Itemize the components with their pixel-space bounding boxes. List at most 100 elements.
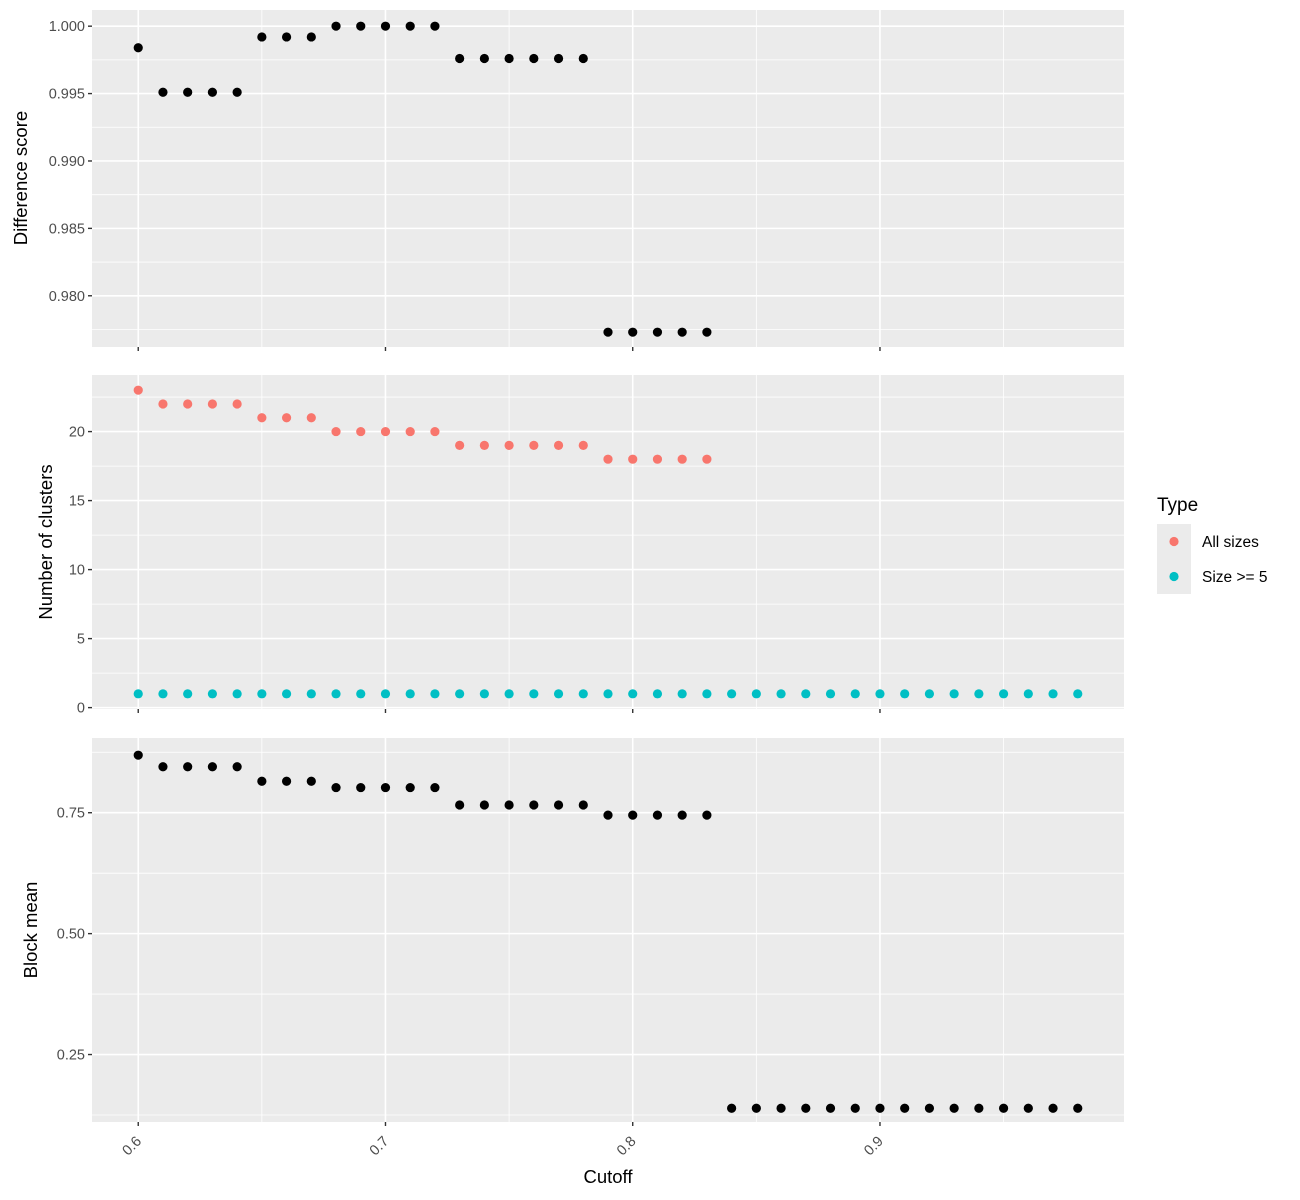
series-0 bbox=[133, 21, 712, 337]
chart-panels: 0.980 0.985 0.990 0.995 1.000 Difference scor… bbox=[10, 10, 1124, 1126]
data-point bbox=[257, 32, 267, 42]
data-point bbox=[702, 327, 712, 337]
data-point bbox=[158, 762, 168, 772]
data-point bbox=[405, 21, 415, 31]
legend-item: All sizes bbox=[1157, 524, 1259, 559]
data-point bbox=[529, 689, 539, 699]
data-point bbox=[628, 454, 638, 464]
data-point bbox=[133, 43, 143, 53]
data-point bbox=[331, 689, 341, 699]
data-point bbox=[949, 689, 959, 699]
legend-marker bbox=[1169, 571, 1179, 582]
x-tick-label: 0.6 bbox=[119, 1134, 145, 1160]
data-point bbox=[553, 800, 564, 810]
data-point bbox=[628, 810, 638, 820]
data-point bbox=[1073, 1103, 1083, 1113]
y-axis-title: Difference score bbox=[10, 111, 31, 245]
data-point bbox=[603, 327, 613, 337]
data-point bbox=[578, 800, 588, 810]
data-point bbox=[776, 1103, 786, 1113]
data-point bbox=[455, 689, 465, 699]
data-point bbox=[183, 399, 193, 409]
data-point bbox=[405, 782, 415, 793]
data-point bbox=[133, 385, 143, 395]
data-point bbox=[257, 689, 267, 699]
data-point bbox=[1023, 1103, 1033, 1113]
data-point bbox=[702, 689, 712, 699]
y-tick-label: 15 bbox=[69, 494, 85, 510]
data-point bbox=[504, 800, 514, 810]
data-point bbox=[553, 440, 564, 450]
data-point bbox=[776, 689, 786, 699]
data-point bbox=[430, 21, 440, 31]
x-tick-label: 0.7 bbox=[367, 1134, 393, 1160]
panel-middle: 0 5 10 15 20 Number of clusters bbox=[35, 375, 1124, 717]
data-point bbox=[281, 413, 292, 423]
data-point bbox=[356, 782, 366, 793]
data-point bbox=[158, 87, 168, 97]
data-point bbox=[751, 689, 761, 699]
data-point bbox=[1023, 689, 1033, 699]
data-point bbox=[306, 776, 316, 786]
y-tick-label: 0 bbox=[77, 701, 85, 717]
data-point bbox=[455, 440, 465, 450]
data-point bbox=[603, 810, 613, 820]
data-point bbox=[628, 689, 638, 699]
y-tick-label: 0.985 bbox=[49, 221, 85, 237]
legend-marker bbox=[1169, 536, 1179, 547]
y-tick-label: 10 bbox=[69, 563, 85, 579]
data-point bbox=[900, 1103, 910, 1113]
data-point bbox=[677, 689, 687, 699]
panel-background bbox=[92, 375, 1124, 709]
legend-item: Size >= 5 bbox=[1157, 559, 1268, 594]
data-point bbox=[1048, 689, 1058, 699]
data-point bbox=[801, 1103, 811, 1113]
data-point bbox=[430, 426, 440, 437]
data-point bbox=[183, 689, 193, 699]
data-point bbox=[430, 689, 440, 699]
data-point bbox=[380, 21, 391, 31]
data-point bbox=[578, 689, 588, 699]
data-point bbox=[529, 53, 539, 64]
series-1 bbox=[133, 689, 1083, 699]
data-point bbox=[207, 689, 218, 699]
data-point bbox=[281, 32, 292, 42]
data-point bbox=[603, 454, 613, 464]
y-tick-label: 0.995 bbox=[49, 87, 85, 103]
data-point bbox=[331, 21, 341, 31]
data-point bbox=[281, 776, 292, 786]
data-point bbox=[232, 762, 242, 772]
data-point bbox=[677, 810, 687, 820]
data-point bbox=[356, 689, 366, 699]
data-point bbox=[405, 426, 415, 437]
data-point bbox=[232, 399, 242, 409]
data-point bbox=[1048, 1103, 1058, 1113]
data-point bbox=[183, 762, 193, 772]
data-point bbox=[553, 53, 564, 64]
data-point bbox=[207, 87, 218, 97]
data-point bbox=[578, 440, 588, 450]
data-point bbox=[998, 1103, 1009, 1113]
data-point bbox=[380, 782, 391, 793]
data-point bbox=[875, 689, 885, 699]
y-tick-label: 0.980 bbox=[49, 289, 85, 305]
series-0 bbox=[133, 750, 1083, 1113]
x-axis-title: Cutoff bbox=[583, 1166, 633, 1187]
data-point bbox=[529, 440, 539, 450]
legend-title: Type bbox=[1157, 495, 1198, 516]
data-point bbox=[504, 689, 514, 699]
data-point bbox=[504, 53, 514, 64]
data-point bbox=[380, 689, 391, 699]
data-point bbox=[603, 689, 613, 699]
data-point bbox=[158, 399, 168, 409]
data-point bbox=[677, 454, 687, 464]
data-point bbox=[529, 800, 539, 810]
data-point bbox=[677, 327, 687, 337]
data-point bbox=[825, 689, 836, 699]
data-point bbox=[553, 689, 564, 699]
data-point bbox=[479, 800, 489, 810]
data-point bbox=[306, 413, 316, 423]
data-point bbox=[702, 454, 712, 464]
legend: Type All sizes Size >= 5 bbox=[1157, 495, 1268, 594]
